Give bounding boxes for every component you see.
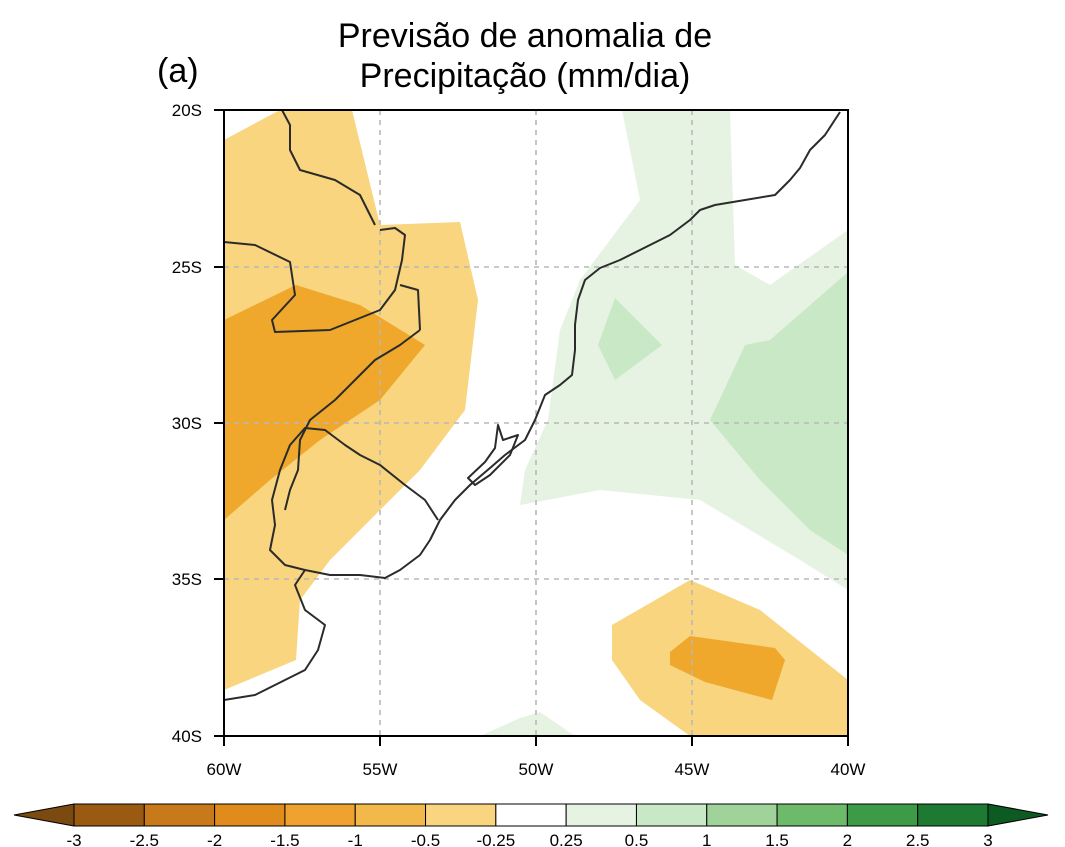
colorbar-swatch bbox=[143, 803, 216, 827]
colorbar-label: -3 bbox=[66, 831, 81, 847]
map-title: Previsão de anomalia de Precipitação (mm… bbox=[300, 16, 750, 96]
panel-label: (a) bbox=[157, 52, 199, 90]
colorbar-label: 1.5 bbox=[765, 831, 789, 847]
lat-tick-40s: 40S bbox=[172, 727, 202, 746]
colorbar-swatch bbox=[706, 803, 778, 827]
lon-tick-60w: 60W bbox=[207, 760, 242, 779]
colorbar-label: 2 bbox=[843, 831, 852, 847]
title-line-1: Previsão de anomalia de bbox=[337, 17, 713, 55]
lat-tick-20s: 20S bbox=[172, 101, 202, 120]
anomaly-fields bbox=[224, 110, 848, 736]
lagoa-dos-patos bbox=[467, 424, 519, 486]
negative-anomaly-south-core bbox=[670, 636, 785, 700]
negative-anomaly-west-core bbox=[224, 285, 425, 520]
brazil-argentina-border bbox=[284, 329, 421, 511]
lat-tick-35s: 35S bbox=[172, 570, 202, 589]
colorbar-swatch bbox=[354, 803, 427, 827]
lat-tick-25s: 25S bbox=[172, 258, 202, 277]
lon-tick-45w: 45W bbox=[675, 760, 710, 779]
colorbar-swatch bbox=[635, 803, 708, 827]
paraguay-border bbox=[224, 227, 406, 333]
coastline bbox=[224, 111, 841, 701]
colorbar-label: -0.5 bbox=[411, 831, 440, 847]
colorbar-swatch bbox=[846, 803, 919, 827]
colorbar-label: -2 bbox=[207, 831, 222, 847]
lat-tick-30s: 30S bbox=[172, 414, 202, 433]
positive-anomaly-small bbox=[598, 298, 662, 380]
colorbar-swatch bbox=[214, 803, 286, 827]
lon-tick-40w: 40W bbox=[831, 760, 866, 779]
colorbar-label: 0.25 bbox=[550, 831, 583, 847]
colorbar-swatch bbox=[73, 803, 145, 827]
colorbar-arrow-left bbox=[13, 803, 75, 827]
grid-lines bbox=[224, 110, 848, 736]
colorbar: -3 -2.5 -2 -1.5 -1 -0.5 -0.25 0.25 0.5 1 1.5 2 2.5 3 bbox=[13, 803, 1049, 847]
paraguay-north-border bbox=[281, 110, 376, 226]
colorbar-label: 0.5 bbox=[625, 831, 649, 847]
colorbar-label: 1 bbox=[702, 831, 711, 847]
lon-tick-55w: 55W bbox=[363, 760, 398, 779]
colorbar-arrow-right bbox=[987, 803, 1049, 827]
coastlines-borders bbox=[224, 110, 841, 701]
colorbar-swatch bbox=[284, 803, 356, 827]
lon-tick-50w: 50W bbox=[519, 760, 554, 779]
positive-anomaly-bottom bbox=[480, 712, 575, 736]
colorbar-swatch bbox=[425, 803, 497, 827]
misiones-border bbox=[399, 284, 421, 331]
colorbar-label: -1 bbox=[348, 831, 363, 847]
colorbar-swatch bbox=[776, 803, 848, 827]
colorbar-swatch bbox=[495, 803, 567, 827]
colorbar-label: -2.5 bbox=[130, 831, 159, 847]
title-line-2: Precipitação (mm/dia) bbox=[359, 57, 691, 95]
positive-anomaly-east-core bbox=[710, 272, 848, 555]
tick-marks bbox=[214, 109, 849, 746]
colorbar-swatch bbox=[917, 803, 989, 827]
colorbar-swatch bbox=[565, 803, 637, 827]
colorbar-label: -0.25 bbox=[476, 831, 515, 847]
colorbar-label: -1.5 bbox=[270, 831, 299, 847]
colorbar-label: 2.5 bbox=[906, 831, 930, 847]
colorbar-label: 3 bbox=[983, 831, 992, 847]
